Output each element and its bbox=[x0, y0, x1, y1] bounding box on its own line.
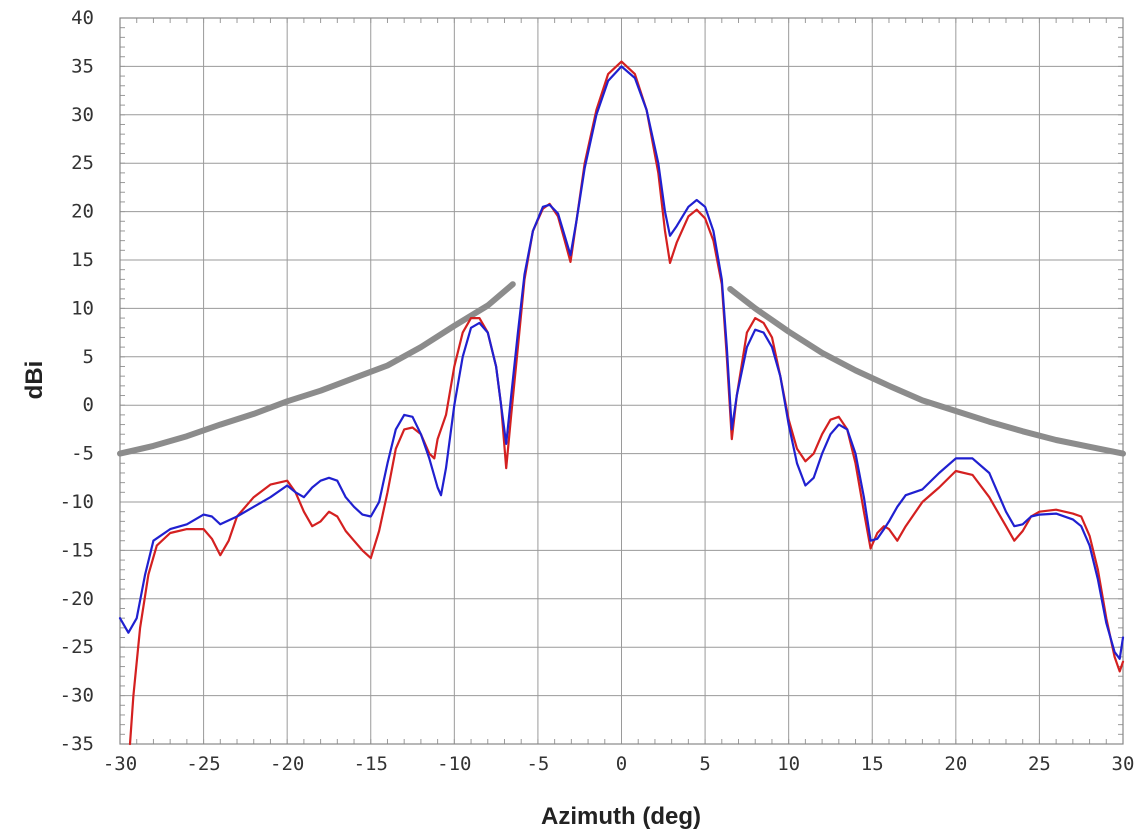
y-tick-label: -15 bbox=[60, 539, 94, 561]
series-line-blue bbox=[118, 65, 1125, 660]
x-tick-label: 0 bbox=[616, 753, 627, 775]
grid bbox=[119, 17, 1124, 745]
y-tick-label: -10 bbox=[60, 491, 94, 513]
x-tick-label: -5 bbox=[526, 753, 549, 775]
y-tick-labels: -35 -30 -25 -20 -15 -10 -5 0 5 10 15 20 25 30 35 40 bbox=[60, 7, 94, 755]
x-tick-label: -10 bbox=[437, 753, 471, 775]
x-tick-label: 30 bbox=[1112, 753, 1135, 775]
y-tick-label: 0 bbox=[83, 394, 94, 416]
x-tick-label: 25 bbox=[1028, 753, 1051, 775]
y-tick-label: 40 bbox=[71, 7, 94, 29]
y-tick-label: -35 bbox=[60, 733, 94, 755]
y-tick-label: 30 bbox=[71, 104, 94, 126]
x-axis-title: Azimuth (deg) bbox=[541, 803, 701, 830]
y-tick-label: 35 bbox=[71, 55, 94, 77]
y-tick-label: -25 bbox=[60, 636, 94, 658]
x-tick-label: 20 bbox=[944, 753, 967, 775]
minor-ticks bbox=[119, 17, 1124, 745]
y-tick-label: 25 bbox=[71, 152, 94, 174]
x-tick-labels: -30 -25 -20 -15 -10 -5 0 5 10 15 20 25 30 bbox=[103, 753, 1135, 775]
y-tick-label: 15 bbox=[71, 249, 94, 271]
y-tick-label: 5 bbox=[83, 346, 94, 368]
y-tick-label: -30 bbox=[60, 685, 94, 707]
x-tick-label: 5 bbox=[699, 753, 710, 775]
series-line-envelope bbox=[117, 281, 1126, 457]
x-tick-label: -25 bbox=[186, 753, 220, 775]
y-tick-label: 20 bbox=[71, 201, 94, 223]
plot-frame bbox=[119, 17, 1124, 745]
y-axis-title: dBi bbox=[21, 361, 48, 400]
x-tick-label: -15 bbox=[354, 753, 388, 775]
x-tick-label: -20 bbox=[270, 753, 304, 775]
x-tick-label: 10 bbox=[777, 753, 800, 775]
y-tick-label: -5 bbox=[71, 443, 94, 465]
x-tick-label: -30 bbox=[103, 753, 137, 775]
y-tick-label: -20 bbox=[60, 588, 94, 610]
x-tick-label: 15 bbox=[861, 753, 884, 775]
y-tick-label: 10 bbox=[71, 297, 94, 319]
series-line-red bbox=[128, 60, 1125, 746]
series-group bbox=[117, 60, 1126, 746]
